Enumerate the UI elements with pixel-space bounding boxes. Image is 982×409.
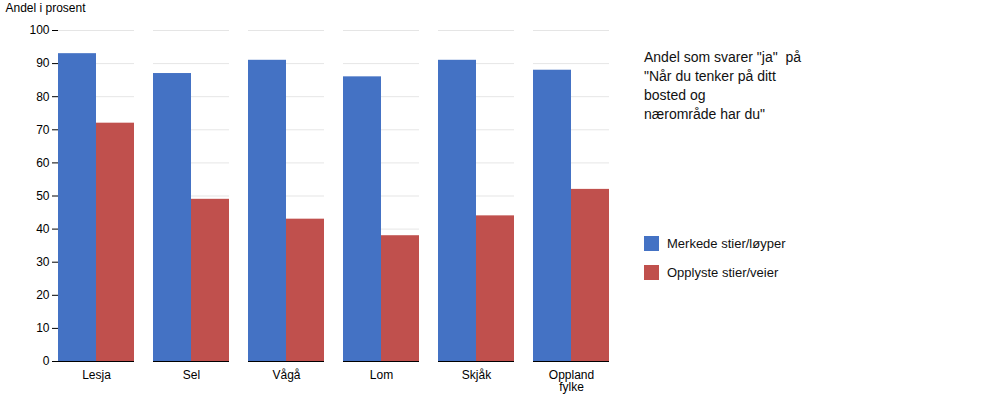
svg-text:30: 30 xyxy=(36,255,50,269)
svg-text:Sel: Sel xyxy=(183,368,200,382)
svg-text:Andel i prosent: Andel i prosent xyxy=(6,1,87,15)
svg-text:50: 50 xyxy=(36,189,50,203)
svg-text:60: 60 xyxy=(36,156,50,170)
svg-text:80: 80 xyxy=(36,90,50,104)
svg-text:Lesja: Lesja xyxy=(82,368,111,382)
svg-text:0: 0 xyxy=(43,354,50,368)
svg-text:70: 70 xyxy=(36,123,50,137)
svg-text:100: 100 xyxy=(29,23,49,37)
svg-text:20: 20 xyxy=(36,288,50,302)
svg-text:40: 40 xyxy=(36,222,50,236)
svg-text:Opplandfylke: Opplandfylke xyxy=(549,368,594,394)
html-text:Merkede stier/løyper: Merkede stier/løyper xyxy=(667,236,786,251)
svg-text:Vågå: Vågå xyxy=(272,368,300,382)
svg-text:Lom: Lom xyxy=(370,368,393,382)
svg-text:Skjåk: Skjåk xyxy=(462,368,492,382)
svg-text:10: 10 xyxy=(36,321,50,335)
svg-text:90: 90 xyxy=(36,56,50,70)
html-text:Andel som svarer "ja" på "Når: Andel som svarer "ja" på "Når du tenker … xyxy=(644,49,801,122)
html-text:Opplyste stier/veier: Opplyste stier/veier xyxy=(667,265,779,280)
